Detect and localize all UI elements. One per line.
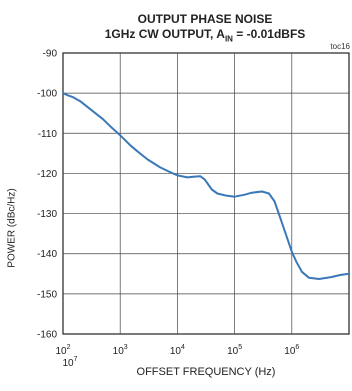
chart-title: OUTPUT PHASE NOISE <box>137 12 273 26</box>
y-tick-label: -150 <box>37 289 57 300</box>
y-tick-label: -160 <box>37 330 57 341</box>
y-tick-label: -100 <box>37 89 57 100</box>
x-tick-label: 106 <box>284 344 299 357</box>
x-tick-label: 107 <box>62 356 77 369</box>
y-tick-label: -120 <box>37 169 57 180</box>
plot-frame <box>62 52 350 335</box>
y-tick-label: -140 <box>37 249 57 260</box>
figure-tag: toc16 <box>330 42 350 51</box>
y-tick-label: -90 <box>43 49 58 60</box>
x-tick-label: 103 <box>113 344 128 357</box>
x-axis-label: OFFSET FREQUENCY (Hz) <box>136 366 276 378</box>
phase-noise-curve <box>62 92 350 280</box>
y-tick-label: -110 <box>38 129 58 140</box>
x-tick-label: 104 <box>170 344 185 357</box>
y-tick-label: -130 <box>37 209 57 220</box>
x-tick-label: 105 <box>227 344 242 357</box>
chart-subtitle: 1GHz CW OUTPUT, AIN = -0.01dBFS <box>104 27 306 44</box>
x-tick-label: 102 <box>55 344 70 357</box>
